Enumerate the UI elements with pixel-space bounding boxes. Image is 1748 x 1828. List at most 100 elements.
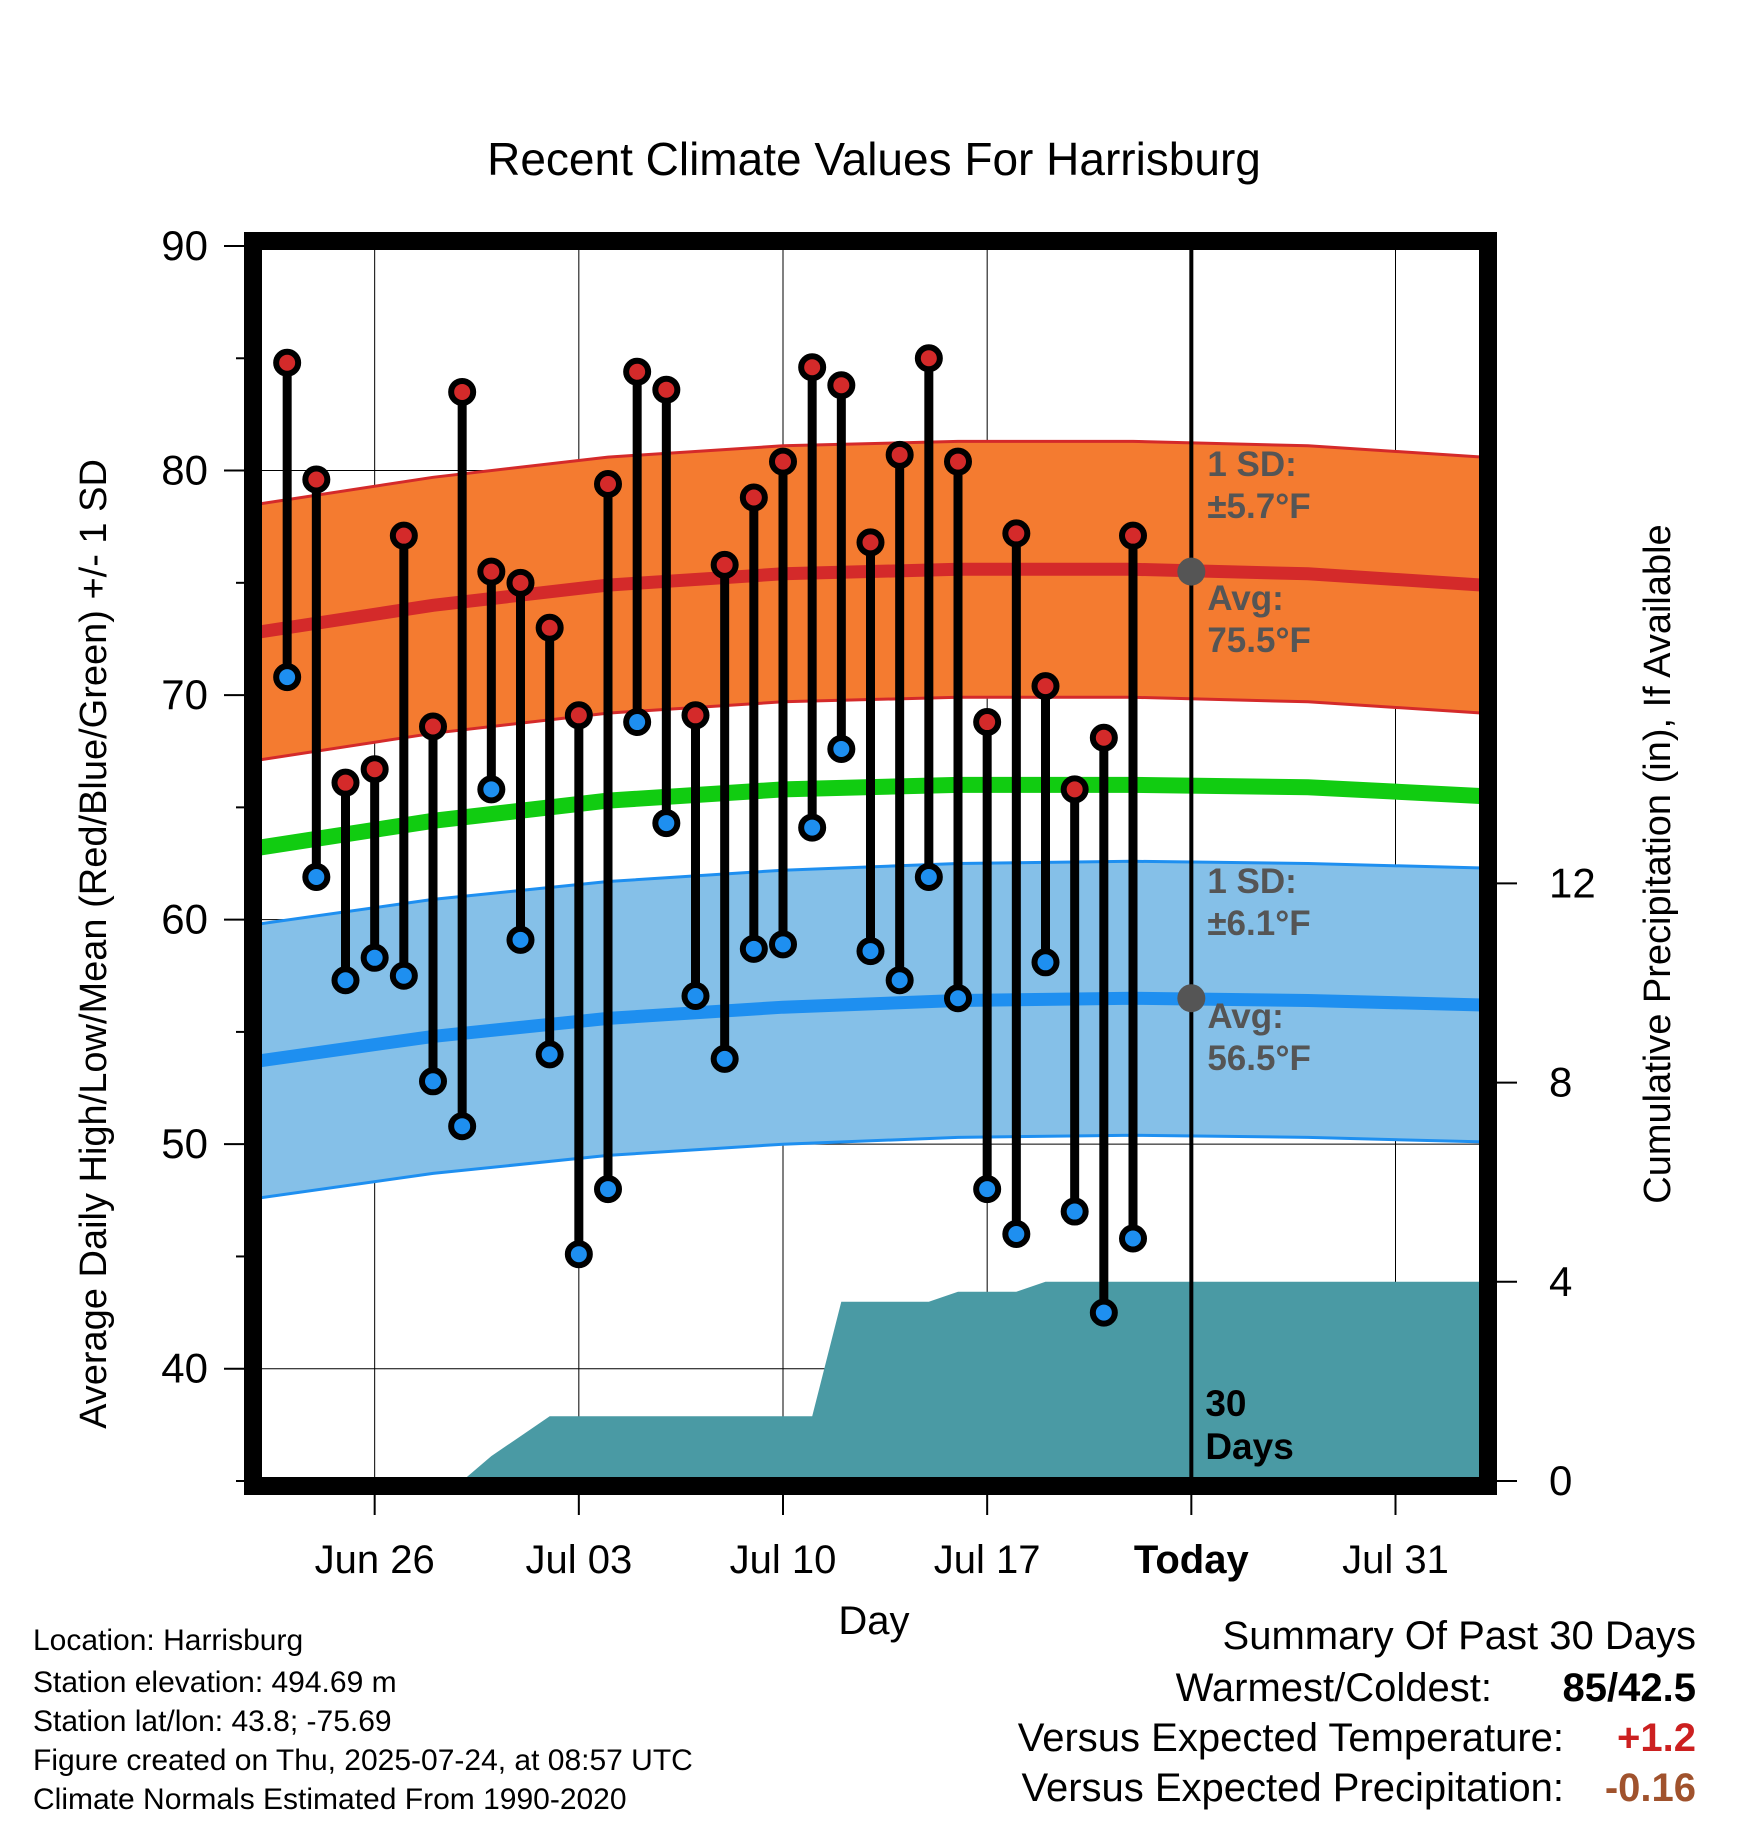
y-tick-label: 70 [161,671,208,718]
observed-low-point [535,1040,564,1069]
observed-high-point [564,701,593,730]
observed-low-point [448,1112,477,1141]
observed-low-point [331,966,360,995]
observed-low-point [623,708,652,737]
y-axis-label: Average Daily High/Low/Mean (Red/Blue/Gr… [73,459,115,1429]
observed-low-point [798,813,827,842]
observed-low-point [710,1044,739,1073]
high-avg-annotation-label: Avg: [1207,579,1283,618]
observed-high-point [360,755,389,784]
observed-high-point [739,483,768,512]
temp-vs-expected-value: +1.2 [1617,1716,1696,1760]
observed-high-point [448,377,477,406]
observed-low-point [564,1240,593,1269]
y-tick-label: 60 [161,896,208,943]
observed-low-point [681,981,710,1010]
observed-low-point [652,809,681,838]
observed-high-point [1002,519,1031,548]
observed-high-point [856,528,885,557]
observed-high-point [273,348,302,377]
chart-title: Recent Climate Values For Harrisburg [487,133,1261,185]
window-label-days: Days [1205,1426,1293,1467]
observed-low-point [1089,1298,1118,1327]
precip-vs-expected-label: Versus Expected Precipitation: [1021,1766,1564,1810]
high-sd-annotation-label: 1 SD: [1207,445,1296,484]
observed-high-point [652,375,681,404]
observed-high-point [1119,521,1147,550]
y-tick-label: 40 [161,1345,208,1392]
observed-low-point [477,775,506,804]
y2-tick-label: 4 [1549,1258,1572,1305]
observed-high-point [1031,672,1060,701]
observed-high-point [623,357,652,386]
observed-high-point [594,470,622,499]
observed-low-point [594,1175,622,1204]
observed-low-point [1031,948,1060,977]
observed-low-point [856,937,885,966]
x-tick-label: Jul 10 [730,1538,837,1582]
elevation-label: Station elevation: 494.69 m [33,1666,397,1699]
x-tick-label: Jul 17 [934,1538,1041,1582]
observed-low-point [419,1067,447,1096]
latlon-label: Station lat/lon: 43.8; -75.69 [33,1705,392,1738]
observed-high-point [535,613,564,642]
y2-tick-label: 12 [1549,859,1596,906]
low-sd-lower-line [258,1133,1483,1200]
low-avg-today-marker [1177,984,1206,1013]
x-tick-label: Jul 03 [525,1538,632,1582]
y2-axis-label: Cumulative Precipitation (in), If Availa… [1637,524,1679,1203]
observed-high-point [914,344,943,373]
normals-label: Climate Normals Estimated From 1990-2020 [33,1783,627,1816]
observed-high-point [798,353,827,382]
observed-high-point [506,568,535,597]
observed-high-point [389,521,418,550]
y-tick-label: 80 [161,447,208,494]
high-sd-annotation-value: ±5.7°F [1207,487,1310,526]
observed-high-point [885,440,914,469]
warm-cold-label: Warmest/Coldest: [1175,1666,1492,1710]
observed-low-point [1060,1197,1089,1226]
location-label: Location: Harrisburg [33,1624,304,1657]
low-sd-band [258,861,1483,1199]
x-tick-label: Jul 31 [1342,1538,1449,1582]
high-avg-annotation-value: 75.5°F [1207,621,1311,660]
x-axis-label: Day [838,1599,909,1643]
x-tick-label: Jun 26 [315,1538,435,1582]
high-avg-today-marker [1177,557,1206,586]
observed-low-point [944,984,972,1013]
window-label-number: 30 [1205,1383,1246,1424]
observed-high-point [769,447,797,476]
low-sd-annotation-value: ±6.1°F [1207,904,1310,943]
observed-high-point [419,712,447,741]
y2-tick-label: 0 [1549,1457,1572,1504]
observed-high-point [710,550,739,579]
observed-low-point [885,966,914,995]
cumulative-precip-area [287,1281,1483,1481]
observed-low-point [506,925,535,954]
observed-low-point [827,734,856,763]
low-avg-annotation-label: Avg: [1207,997,1283,1036]
observed-low-point [273,663,302,692]
y2-tick-label: 8 [1549,1059,1572,1106]
temp-vs-expected-label: Versus Expected Temperature: [1017,1716,1564,1760]
observed-high-point [302,465,331,494]
low-avg-annotation-value: 56.5°F [1207,1039,1311,1078]
observed-low-point [914,862,943,891]
y-tick-label: 50 [161,1120,208,1167]
observed-low-point [769,930,797,959]
observed-low-point [302,862,331,891]
plot-frame [244,232,1497,1495]
observed-high-point [1089,723,1118,752]
observed-high-point [973,708,1002,737]
observed-high-point [331,768,360,797]
observed-low-point [389,961,418,990]
summary-title: Summary Of Past 30 Days [1222,1614,1696,1658]
observed-low-point [1119,1224,1147,1253]
observed-low-point [973,1175,1002,1204]
observed-low-point [360,943,389,972]
observed-high-point [827,371,856,400]
x-tick-label: Today [1134,1538,1250,1582]
observed-low-point [1002,1220,1031,1248]
y-tick-label: 90 [161,222,208,269]
created-label: Figure created on Thu, 2025-07-24, at 08… [33,1744,693,1777]
